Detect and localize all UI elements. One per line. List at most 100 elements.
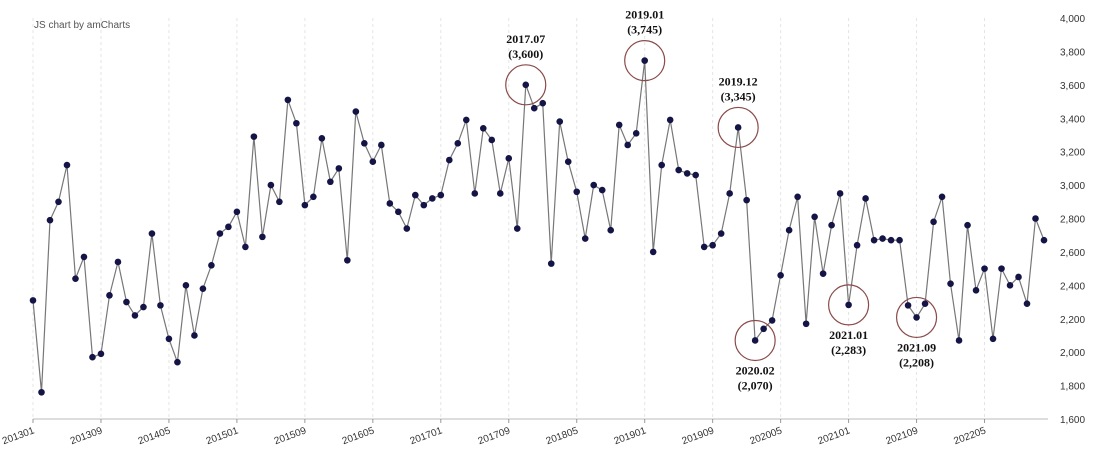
data-point <box>887 236 895 244</box>
data-point <box>675 166 682 174</box>
data-point <box>964 221 971 229</box>
data-point <box>191 332 198 339</box>
data-point <box>471 190 479 197</box>
data-point <box>896 236 903 244</box>
annotation-date-2021.01: 2021.01 <box>829 328 868 342</box>
y-tick-label-3800: 3,800 <box>1060 47 1085 58</box>
data-point <box>89 353 96 361</box>
data-point <box>692 171 699 179</box>
data-point <box>879 235 886 242</box>
y-tick-label-4000: 4,000 <box>1060 14 1085 25</box>
x-tick-label-201605: 201605 <box>341 425 377 447</box>
data-point <box>310 193 317 201</box>
data-point <box>395 208 402 216</box>
data-point <box>318 135 326 142</box>
x-tick-label-201909: 201909 <box>681 425 717 447</box>
data-point <box>615 121 623 129</box>
data-point <box>55 198 62 206</box>
data-point <box>429 195 436 202</box>
data-point <box>225 223 232 231</box>
data-point <box>284 96 292 104</box>
x-tick-label-202005: 202005 <box>749 425 785 447</box>
data-point <box>581 235 589 242</box>
data-point <box>921 300 929 308</box>
data-point <box>547 260 555 267</box>
data-point <box>683 170 691 177</box>
data-point <box>947 280 954 287</box>
data-point <box>1015 273 1022 281</box>
data-point <box>301 201 309 209</box>
data-point <box>726 190 733 197</box>
data-point <box>989 335 997 343</box>
data-point <box>590 181 598 189</box>
data-point <box>403 225 411 232</box>
data-point <box>250 133 258 140</box>
data-point <box>157 302 164 309</box>
data-point <box>794 193 801 201</box>
x-tick-label-201405: 201405 <box>137 425 173 447</box>
annotation-value-2019.01: (3,745) <box>627 23 662 37</box>
annotation-value-2021.09: (2,208) <box>899 355 934 369</box>
data-point <box>513 225 521 232</box>
data-point <box>530 104 538 112</box>
data-point <box>573 188 581 196</box>
annotation-value-2019.12: (3,345) <box>721 89 756 103</box>
data-point <box>361 140 368 147</box>
data-point <box>709 241 716 249</box>
x-axis-ticks: 201301 201309 201405 201501 201509 201605 2017… <box>1 419 988 447</box>
x-tick-label-201509: 201509 <box>273 425 309 447</box>
data-point <box>743 196 750 204</box>
data-point <box>658 161 665 169</box>
data-point <box>445 156 453 164</box>
data-point <box>216 230 224 237</box>
data-point <box>785 226 793 234</box>
x-tick-label-201805: 201805 <box>545 425 581 447</box>
annotation-circle-2019.01 <box>624 40 666 82</box>
data-point <box>233 208 241 216</box>
data-point <box>649 248 657 256</box>
data-point <box>777 272 784 279</box>
data-point <box>293 119 300 127</box>
annotation-circle-2021.09 <box>895 296 938 339</box>
data-point <box>29 297 37 304</box>
series-line <box>32 59 1045 393</box>
data-point <box>819 270 827 277</box>
y-axis-ticks: 1,600 1,800 2,000 2,200 2,400 2,600 2,800 3,000… <box>1060 14 1085 426</box>
x-tick-label-201701: 201701 <box>409 425 445 447</box>
data-point <box>505 155 513 162</box>
data-point <box>751 337 759 344</box>
data-point <box>488 136 496 144</box>
data-point <box>267 181 275 189</box>
data-point <box>632 129 640 137</box>
data-point <box>845 301 852 309</box>
data-point <box>199 285 207 292</box>
annotation-value-2020.02: (2,070) <box>738 378 773 392</box>
annotation-date-2021.09: 2021.09 <box>897 340 936 354</box>
annotation-date-2020.02: 2020.02 <box>736 363 775 377</box>
data-point <box>38 388 45 396</box>
y-tick-label-1600: 1,600 <box>1060 415 1085 426</box>
data-point <box>998 265 1005 272</box>
data-point <box>862 195 869 202</box>
data-point <box>420 201 428 209</box>
data-point <box>386 200 394 207</box>
data-point <box>208 261 215 269</box>
annotations: 2017.07(3,600) 2019.01(3,745) 2019.12(3,34… <box>505 8 938 392</box>
data-point <box>607 226 615 234</box>
data-point <box>148 230 156 237</box>
data-point <box>378 141 385 149</box>
annotation-circle-2020.02 <box>734 319 776 362</box>
y-tick-label-3600: 3,600 <box>1060 81 1085 92</box>
data-point <box>437 191 445 199</box>
data-point <box>828 221 835 229</box>
data-point <box>174 358 181 366</box>
annotation-circle-2019.12 <box>717 106 759 149</box>
data-point <box>556 118 564 125</box>
data-point <box>641 57 648 64</box>
y-tick-label-3400: 3,400 <box>1060 114 1085 125</box>
data-point <box>768 317 776 324</box>
y-tick-label-2600: 2,600 <box>1060 248 1085 259</box>
data-point <box>930 218 937 226</box>
data-point <box>496 190 504 197</box>
x-tick-label-202101: 202101 <box>816 425 852 447</box>
